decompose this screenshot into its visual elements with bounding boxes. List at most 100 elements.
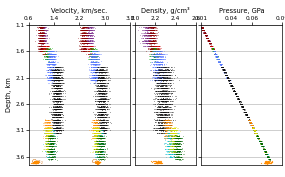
Point: [82, 47, 86, 50]
Point: [247, 121, 251, 124]
Point: [167, 132, 171, 135]
Point: [162, 132, 166, 135]
Point: [97, 89, 101, 92]
Point: [148, 34, 152, 37]
Point: [91, 61, 95, 63]
Point: [52, 102, 56, 105]
Point: [165, 118, 170, 121]
Point: [46, 142, 50, 145]
Point: [100, 92, 105, 95]
Point: [255, 134, 260, 137]
Point: [40, 39, 44, 42]
Point: [55, 79, 60, 82]
Point: [56, 103, 61, 106]
Point: [222, 71, 226, 74]
Point: [239, 103, 244, 106]
Point: [93, 140, 97, 142]
Point: [210, 44, 214, 47]
Point: [260, 145, 265, 148]
Point: [39, 47, 44, 50]
Point: [55, 105, 60, 108]
Point: [214, 52, 219, 55]
Point: [215, 55, 219, 58]
Point: [42, 26, 47, 28]
Point: [97, 145, 102, 147]
Point: [156, 73, 161, 76]
Point: [56, 126, 60, 129]
Point: [215, 58, 220, 61]
Point: [48, 68, 52, 71]
Point: [241, 108, 245, 111]
Point: [254, 132, 258, 135]
Point: [148, 42, 152, 45]
Point: [162, 113, 166, 116]
Point: [50, 58, 54, 60]
Point: [61, 81, 66, 84]
Point: [43, 132, 47, 134]
Point: [54, 87, 59, 89]
Point: [96, 76, 101, 79]
Point: [217, 60, 221, 63]
Point: [93, 129, 97, 132]
Point: [159, 103, 164, 105]
Point: [98, 102, 103, 105]
Point: [45, 134, 50, 137]
Point: [223, 71, 227, 74]
Point: [98, 68, 103, 71]
Point: [162, 95, 167, 98]
Point: [100, 142, 105, 145]
Point: [94, 132, 98, 134]
Point: [236, 100, 241, 103]
Point: [165, 145, 169, 147]
Point: [227, 79, 231, 82]
Point: [258, 142, 263, 145]
Point: [40, 26, 45, 29]
Point: [172, 97, 177, 100]
Point: [156, 76, 161, 79]
Point: [98, 68, 103, 71]
Point: [253, 129, 257, 132]
Point: [82, 50, 87, 53]
Point: [176, 150, 180, 153]
Point: [39, 31, 43, 34]
Point: [52, 89, 57, 92]
Point: [151, 49, 156, 52]
Point: [93, 126, 98, 129]
Point: [252, 129, 256, 132]
Point: [48, 156, 52, 158]
Point: [261, 145, 265, 148]
Point: [255, 134, 259, 137]
Point: [252, 132, 256, 134]
Point: [253, 132, 258, 135]
Point: [41, 31, 45, 34]
Point: [81, 47, 86, 50]
Point: [91, 63, 96, 65]
Point: [79, 47, 84, 50]
Point: [152, 52, 157, 55]
Point: [161, 65, 165, 68]
Point: [39, 39, 43, 42]
Point: [80, 31, 85, 34]
Point: [152, 50, 156, 53]
Point: [212, 50, 217, 53]
Point: [165, 118, 170, 121]
Point: [40, 44, 44, 47]
Point: [244, 113, 249, 116]
Point: [91, 63, 95, 66]
Point: [258, 139, 262, 142]
Point: [235, 97, 240, 100]
Point: [154, 71, 159, 74]
Point: [95, 134, 99, 137]
Point: [97, 121, 102, 124]
Point: [162, 92, 166, 95]
Point: [81, 36, 85, 39]
Point: [157, 58, 161, 61]
Point: [216, 58, 220, 61]
Point: [95, 132, 100, 135]
Point: [161, 84, 166, 87]
Point: [216, 58, 220, 61]
Point: [160, 121, 164, 124]
Point: [253, 132, 257, 134]
Point: [93, 132, 97, 135]
Point: [250, 126, 254, 129]
